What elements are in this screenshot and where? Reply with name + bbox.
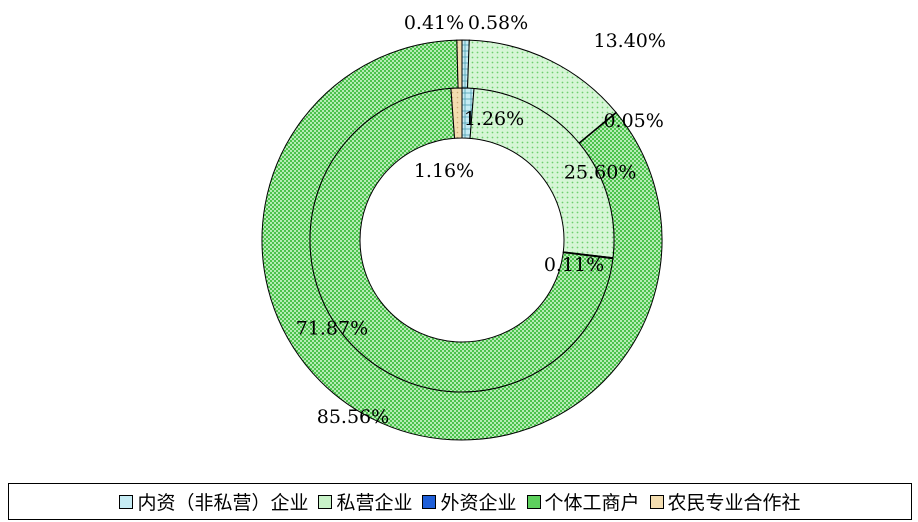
legend-label-individual: 个体工商户 [544, 492, 640, 514]
legend-swatch-private [318, 494, 333, 509]
outer-label-private: 13.40% [594, 30, 666, 52]
legend-item-private: 私营企业 [318, 488, 412, 515]
legend-item-cooperative: 农民专业合作社 [649, 488, 801, 515]
legend-label-private: 私营企业 [336, 492, 413, 514]
inner-label-private: 25.60% [564, 161, 636, 183]
inner-label-individual: 71.87% [296, 317, 368, 339]
outer-label-cooperative: 0.41% [404, 12, 464, 34]
donut-chart: 1.26% 25.60% 0.11% 71.87% 1.16% 0.58% 13.40% 0.… [261, 12, 666, 441]
legend-swatch-individual [526, 494, 541, 509]
inner-label-cooperative: 1.16% [414, 160, 474, 182]
legend-swatch-domestic [119, 494, 134, 509]
inner-slice-cooperative [450, 87, 463, 139]
legend-label-foreign: 外资企业 [440, 492, 517, 514]
legend-item-domestic: 内资（非私营）企业 [119, 488, 308, 515]
legend-label-cooperative: 农民专业合作社 [667, 492, 801, 514]
outer-label-domestic: 0.58% [468, 12, 528, 34]
legend-swatch-cooperative [649, 494, 664, 509]
outer-slice-cooperative [456, 39, 463, 89]
inner-slice-individual [309, 87, 614, 393]
legend-swatch-foreign [422, 494, 437, 509]
data-labels: 1.26% 25.60% 0.11% 71.87% 1.16% 0.58% 13.40% 0.… [296, 12, 666, 428]
legend-label-domestic: 内资（非私营）企业 [137, 492, 309, 514]
inner-ring [309, 87, 615, 393]
inner-label-domestic: 1.26% [464, 108, 524, 130]
legend: 内资（非私营）企业 私营企业 外资企业 个体工商户 农民专业合作社 [8, 483, 912, 520]
outer-label-individual: 85.56% [317, 406, 389, 428]
legend-item-foreign: 外资企业 [422, 488, 517, 515]
inner-label-foreign: 0.11% [544, 254, 604, 276]
outer-label-foreign: 0.05% [603, 110, 663, 132]
legend-item-individual: 个体工商户 [526, 488, 640, 515]
